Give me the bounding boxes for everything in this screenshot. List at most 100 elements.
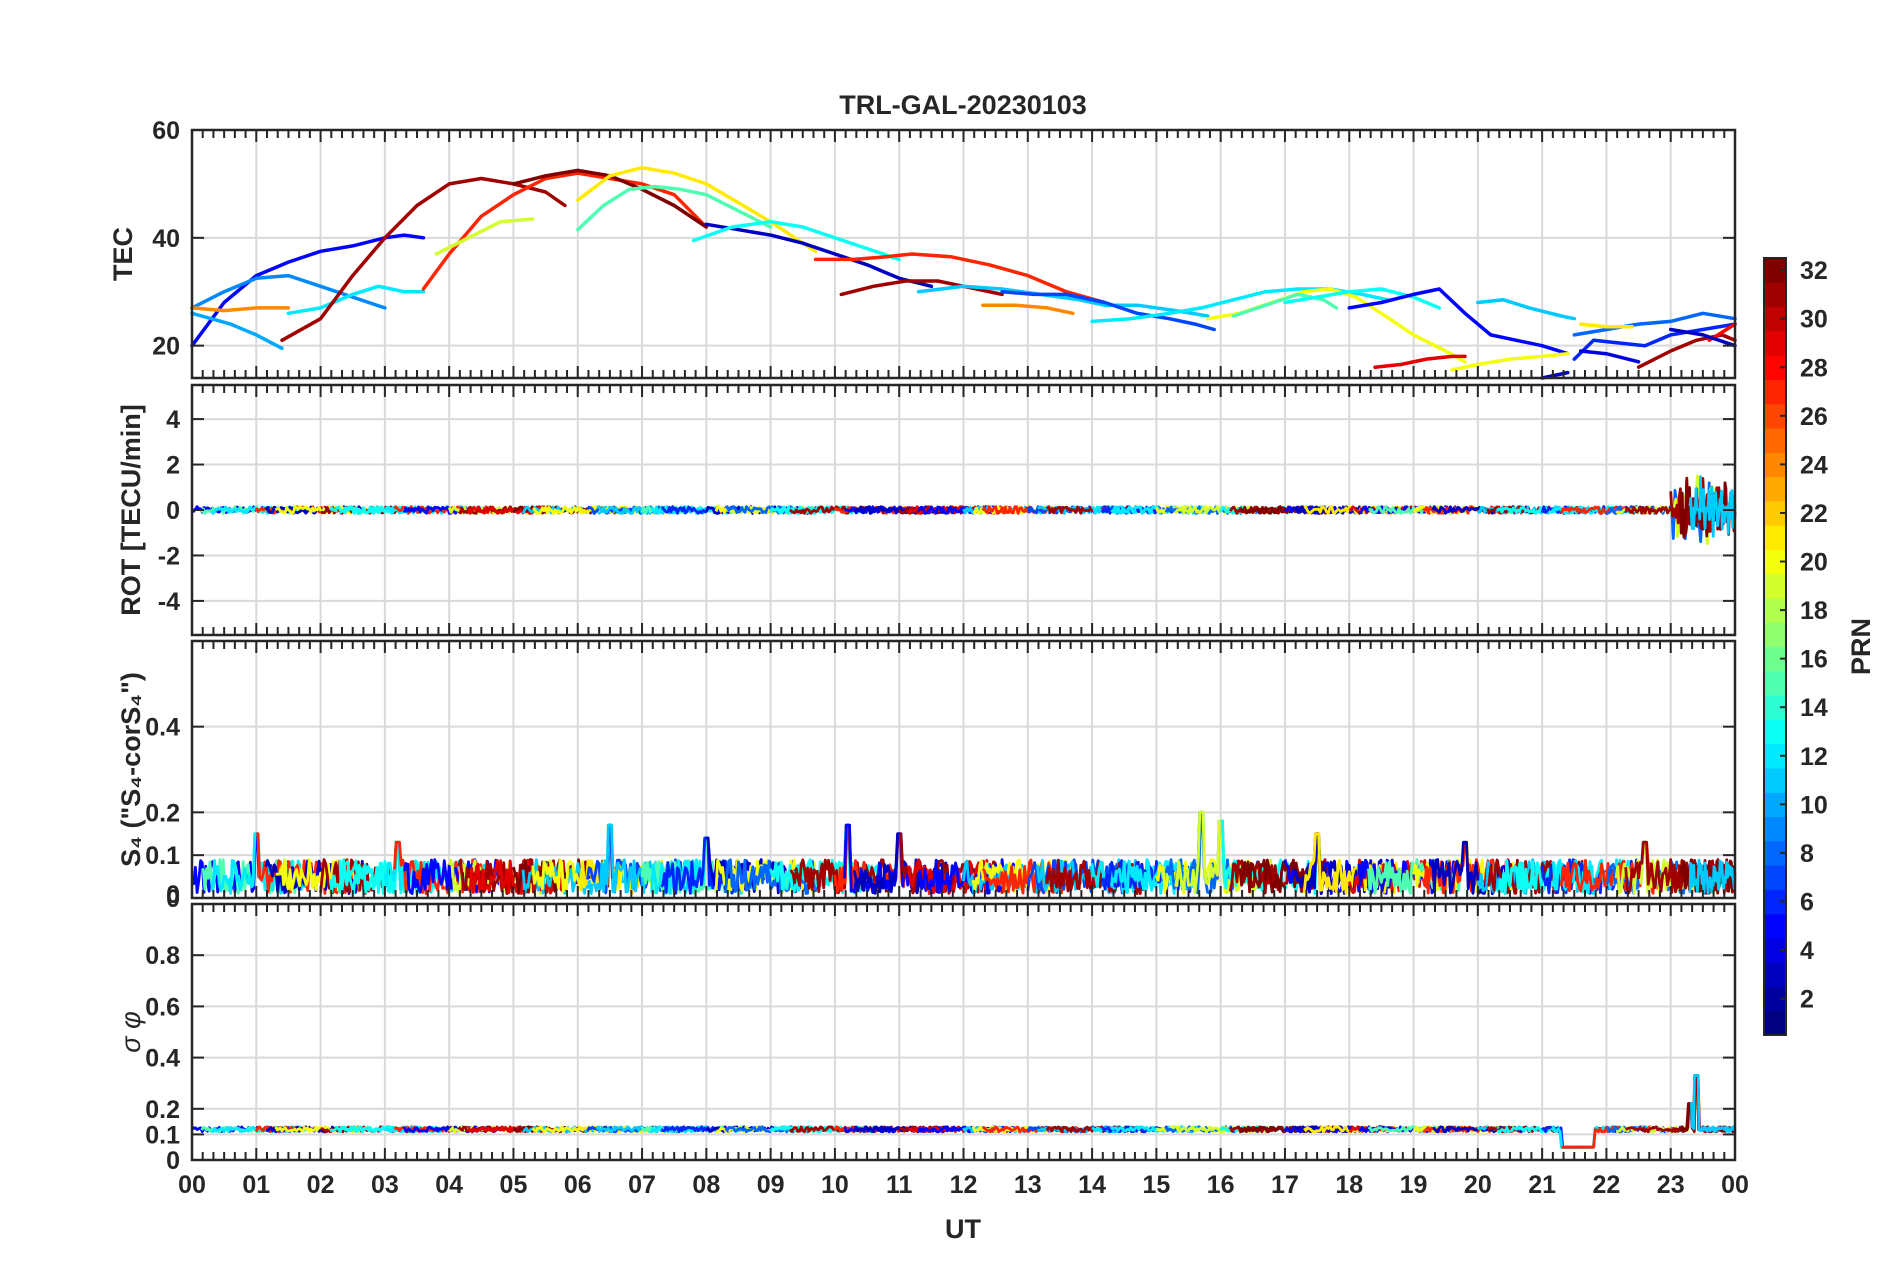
colorbar-band xyxy=(1764,816,1786,842)
tec-series-prn-7 xyxy=(1000,289,1216,332)
colorbar-band xyxy=(1764,695,1786,720)
y-tick-label: 0 xyxy=(166,497,180,525)
series-group xyxy=(190,474,1737,546)
x-tick-label: 08 xyxy=(692,1171,720,1199)
tec-series-prn-27 xyxy=(421,171,709,291)
colorbar-band xyxy=(1764,937,1786,963)
colorbar-band xyxy=(1764,743,1786,769)
colorbar-band xyxy=(1764,403,1786,429)
series-group xyxy=(191,1074,1737,1149)
x-tick-label: 00 xyxy=(1721,1171,1749,1199)
colorbar-band xyxy=(1764,525,1786,550)
y-tick-label: 0.6 xyxy=(145,993,180,1021)
colorbar-tick-label: 16 xyxy=(1800,646,1828,674)
colorbar-tick-label: 6 xyxy=(1800,888,1814,916)
tec-series-prn-31 xyxy=(280,176,567,343)
y-tick-label: 0.4 xyxy=(145,714,180,742)
y-tick-label: 40 xyxy=(152,225,180,253)
y-tick-labels: 00 0.1 0.2 0.4 xyxy=(145,714,1735,913)
series-group xyxy=(190,165,1737,380)
colorbar-label: PRN xyxy=(1846,618,1876,675)
colorbar-band xyxy=(1764,330,1786,356)
s4-trace-prn-5 xyxy=(917,858,1017,895)
s4-trace-prn-21 xyxy=(1302,832,1403,895)
y-tick-label: -4 xyxy=(158,588,180,616)
colorbar-tick-label: 4 xyxy=(1800,937,1814,965)
y-tick-label: 0.2 xyxy=(145,799,180,827)
minor-ticks xyxy=(191,385,1736,635)
x-tick-label: 19 xyxy=(1400,1171,1428,1199)
tec-series-prn-3 xyxy=(704,222,934,289)
rot-trace-prn-11 xyxy=(1688,475,1737,538)
tec-series-prn-4 xyxy=(1578,349,1641,364)
tec-series-prn-20 xyxy=(1206,287,1467,364)
panel-tec: 20 40 60 TEC xyxy=(108,117,1737,380)
panel-rot: -4 -2 0 2 4 ROT [TECU/min] xyxy=(116,383,1737,637)
sigma_phi-trace-prn-11 xyxy=(1689,1074,1736,1133)
colorbar-band xyxy=(1764,379,1786,405)
y-tick-label: 0 xyxy=(166,885,180,913)
colorbar-band xyxy=(1764,622,1786,648)
gridlines xyxy=(191,641,1736,899)
tec-series-prn-12 xyxy=(286,284,426,316)
s4-trace-prn-8 xyxy=(724,858,823,895)
tec-series-prn-13 xyxy=(691,219,901,262)
colorbar-tick-label: 22 xyxy=(1800,500,1828,528)
y-tick-labels: 00.10.2 0.4 0.6 0.8 xyxy=(145,942,1735,1175)
tec-series-prn-3 xyxy=(1668,327,1737,348)
tec-series-prn-5 xyxy=(190,233,426,348)
colorbar-tick-label: 20 xyxy=(1800,549,1828,577)
series-group xyxy=(191,810,1737,896)
colorbar-tick-label: 26 xyxy=(1800,403,1828,431)
x-tick-label: 09 xyxy=(757,1171,785,1199)
y-tick-label: 4 xyxy=(166,406,180,434)
y-tick-label: 0.8 xyxy=(145,942,180,970)
x-tick-label: 02 xyxy=(307,1171,335,1199)
colorbar-band xyxy=(1764,889,1786,915)
y-tick-label: 2 xyxy=(166,452,180,480)
colorbar-tick-label: 12 xyxy=(1800,743,1828,771)
x-tick-label: 01 xyxy=(242,1171,270,1199)
s4-trace-prn-15 xyxy=(1367,840,1465,895)
colorbar-band xyxy=(1764,500,1786,526)
colorbar-band xyxy=(1764,258,1786,283)
x-tick-label: 12 xyxy=(950,1171,978,1199)
colorbar-tick-label: 14 xyxy=(1800,694,1828,722)
x-tick-labels: 00 01 02 03 04 05 06 07 08 09 10 11 12 13 14 15 16 17 18 19… xyxy=(178,1171,1749,1199)
gridlines xyxy=(191,129,1736,378)
tec-series-prn-24 xyxy=(981,303,1075,316)
colorbar-band xyxy=(1764,306,1786,332)
colorbar-band xyxy=(1764,865,1786,890)
y-tick-label: 20 xyxy=(152,333,180,361)
minor-ticks xyxy=(191,904,1736,1160)
x-axis-title: UT xyxy=(945,1214,981,1244)
tec-series-prn-15 xyxy=(1231,292,1339,318)
x-tick-label: 06 xyxy=(564,1171,592,1199)
tec-series-prn-6 xyxy=(1572,322,1737,361)
colorbar-band xyxy=(1764,282,1786,308)
x-tick-label: 05 xyxy=(500,1171,528,1199)
colorbar-band xyxy=(1764,1010,1786,1036)
y-axis-title: σ φ xyxy=(116,1011,146,1052)
colorbar-band xyxy=(1764,427,1786,453)
y-axis-title: TEC xyxy=(108,227,138,281)
panel-s4: 00 0.1 0.2 0.4S₄ ("S₄-corS₄") xyxy=(116,639,1737,913)
y-tick-label: 60 xyxy=(152,117,180,145)
x-tick-label: 11 xyxy=(886,1171,913,1199)
tec-series-prn-20 xyxy=(1450,351,1570,372)
y-axis-title: ROT [TECU/min] xyxy=(116,404,146,615)
colorbar-tick-label: 32 xyxy=(1800,257,1828,285)
colorbar-tick-label: 28 xyxy=(1800,354,1828,382)
colorbar-band xyxy=(1764,355,1786,381)
s4-trace-prn-11 xyxy=(1688,858,1737,895)
y-tick-labels: 20 40 60 xyxy=(152,117,1735,361)
colorbar-tick-label: 24 xyxy=(1800,451,1828,479)
x-tick-label: 17 xyxy=(1271,1171,1299,1199)
colorbar-band xyxy=(1764,913,1786,939)
tec-series-prn-11 xyxy=(916,284,1210,318)
y-tick-label: 0.1 xyxy=(145,842,180,870)
y-tick-label: -2 xyxy=(158,542,180,570)
y-tick-label: 0 xyxy=(166,881,180,909)
